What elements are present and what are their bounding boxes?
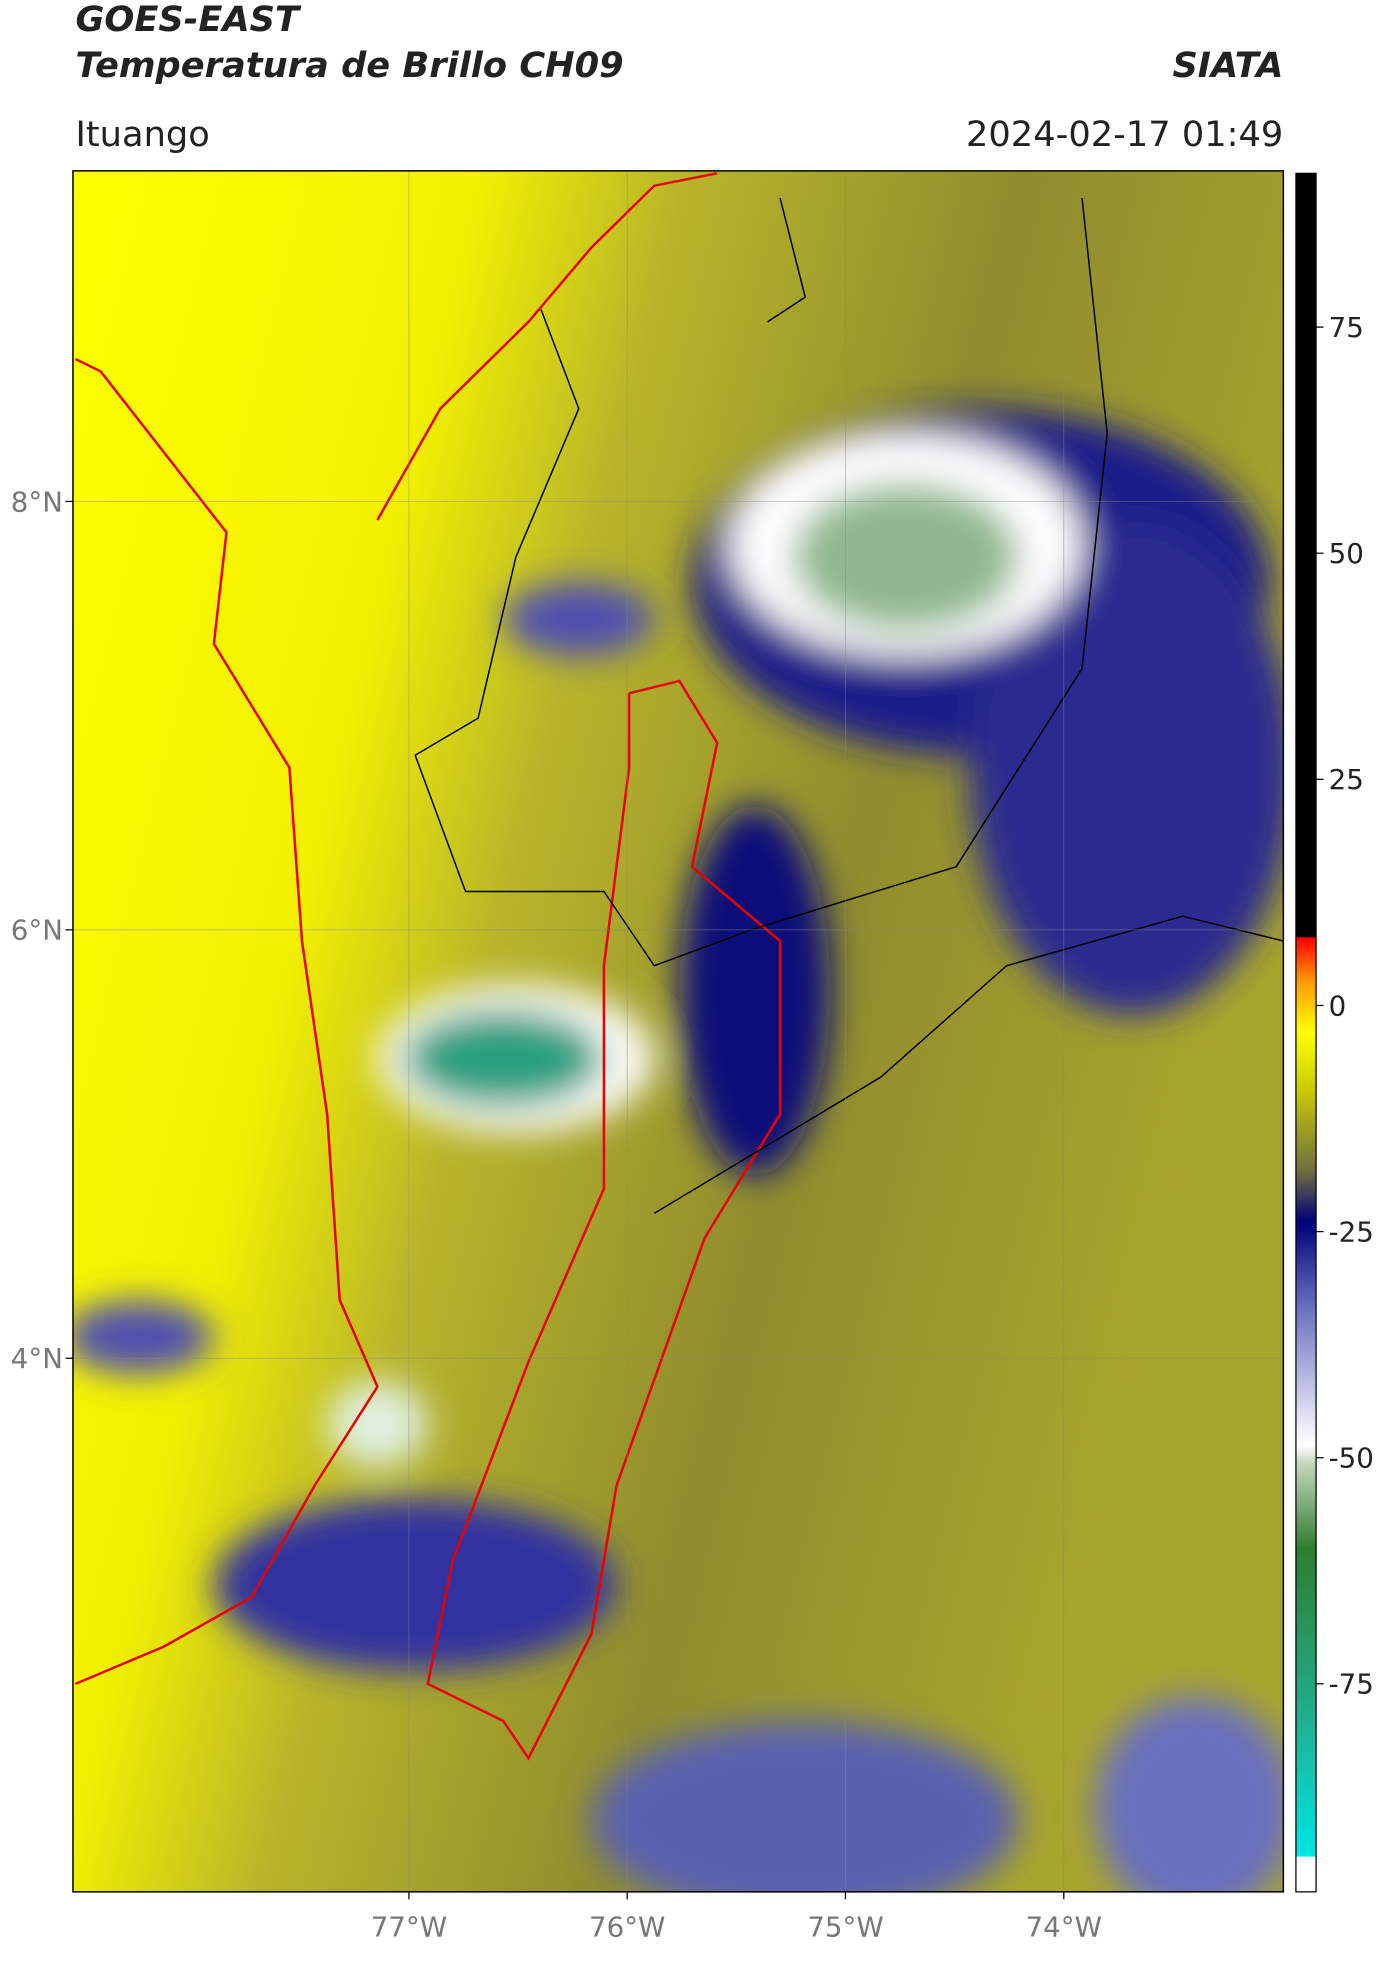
colorbar <box>1295 172 1317 1893</box>
lat-tick-label: 4°N <box>11 1344 63 1375</box>
lat-tick-label: 6°N <box>11 916 63 947</box>
colorbar-tick-label: -75 <box>1329 1670 1374 1701</box>
map-frame <box>72 170 1285 1893</box>
lon-tick-label: 75°W <box>807 1913 883 1944</box>
lon-tick-label: 77°W <box>371 1913 447 1944</box>
colorbar-tick-label: -50 <box>1329 1444 1374 1475</box>
lat-tick-label: 8°N <box>11 488 63 519</box>
colorbar-tick-label: 0 <box>1329 992 1347 1023</box>
lon-tick-label: 74°W <box>1026 1913 1102 1944</box>
colorbar-tick-label: -25 <box>1329 1218 1374 1249</box>
lon-tick-label: 76°W <box>589 1913 665 1944</box>
satellite-image <box>72 170 1284 1892</box>
source: SIATA <box>1172 46 1283 86</box>
colorbar-tick-label: 25 <box>1329 765 1364 796</box>
colorbar-tick-label: 50 <box>1329 539 1364 570</box>
subtitle: Temperatura de Brillo CH09 <box>75 46 623 86</box>
title: GOES-EAST <box>75 0 302 40</box>
colorbar-tick-label: 75 <box>1329 313 1364 344</box>
datetime: 2024-02-17 01:49 <box>966 115 1283 155</box>
location: Ituango <box>75 115 209 155</box>
graticule <box>65 170 1284 1900</box>
